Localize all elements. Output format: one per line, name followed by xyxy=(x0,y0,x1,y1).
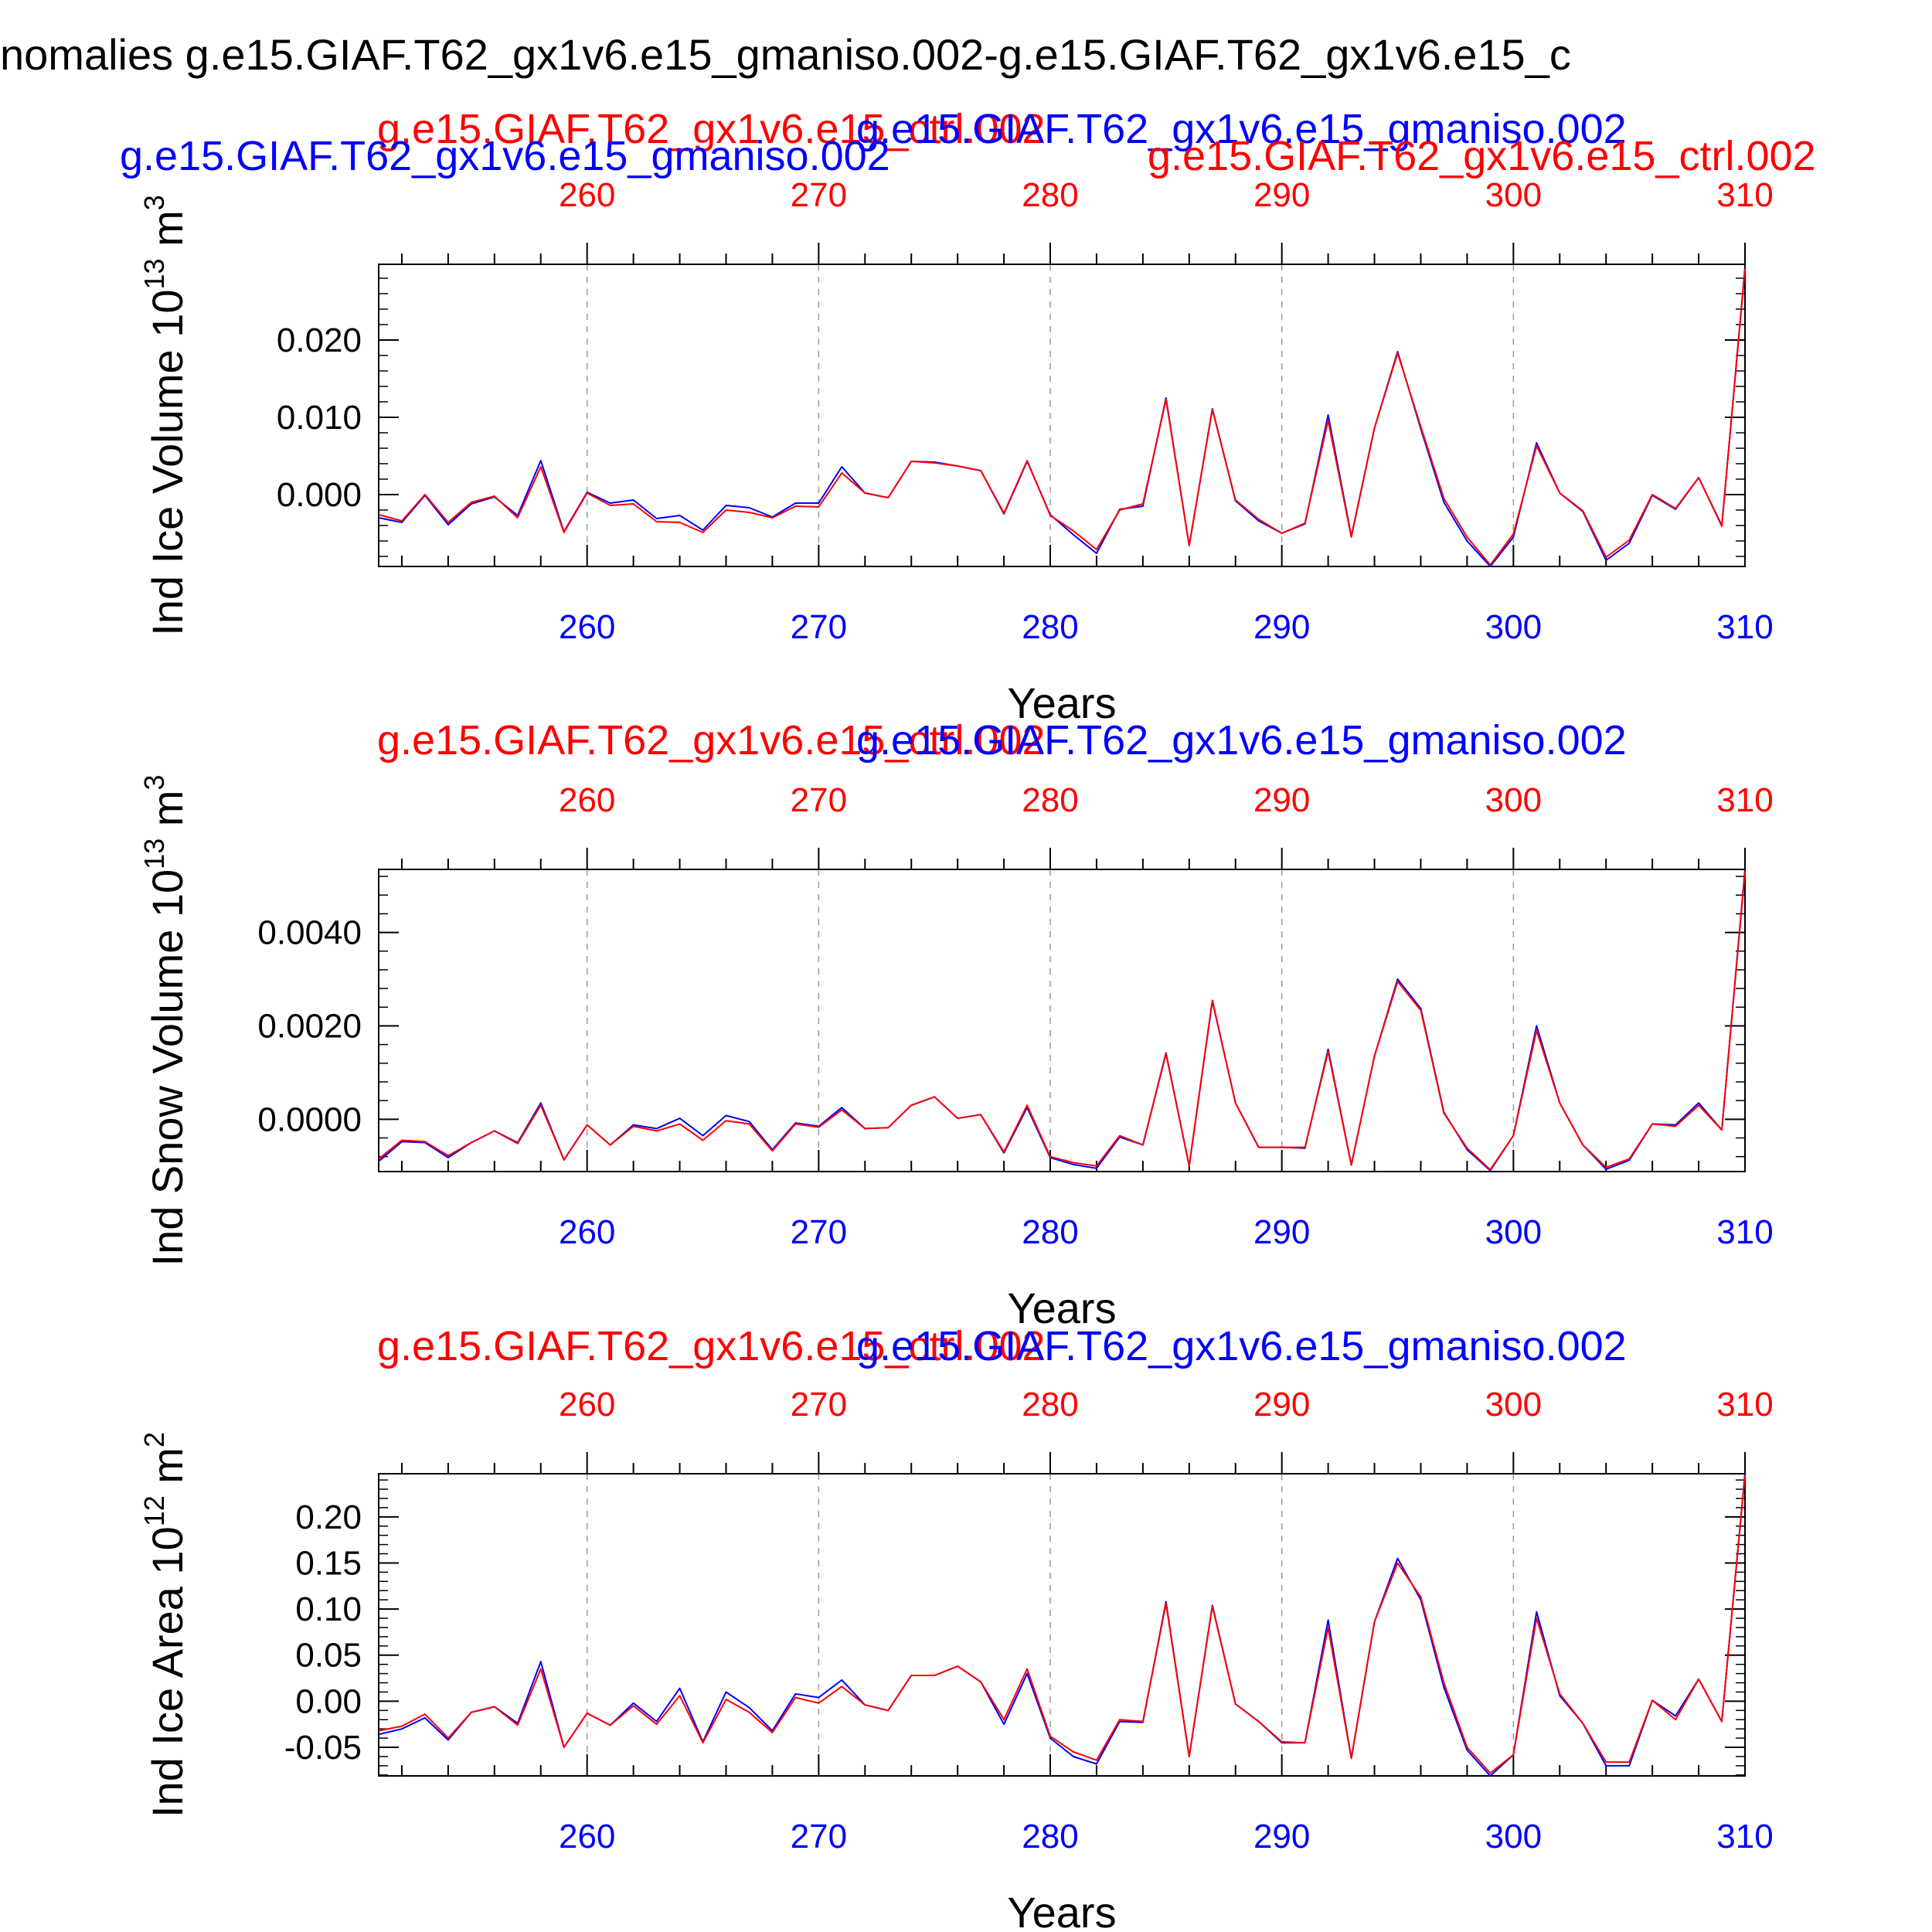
series-line-ctrl xyxy=(378,871,1746,1171)
top-label-gmaniso-left: g.e15.GIAF.T62_gx1v6.e15_gmaniso.002 xyxy=(120,133,890,179)
top-label-ctrl-right: g.e15.GIAF.T62_gx1v6.e15_ctrl.002 xyxy=(1148,133,1816,179)
x-tick-label-top: 280 xyxy=(1022,176,1078,214)
panel-3: g.e15.GIAF.T62_gx1v6.e15_ctrl.002g.e15.G… xyxy=(138,1323,1774,1932)
y-tick-label: 0.20 xyxy=(295,1498,362,1536)
x-tick-label-bottom: 280 xyxy=(1022,608,1078,646)
y-tick-label: 0.010 xyxy=(277,399,362,437)
x-tick-label-top: 290 xyxy=(1253,1386,1310,1423)
y-tick-label: 0.0040 xyxy=(257,914,362,952)
x-axis-title: Years xyxy=(1007,1284,1116,1332)
x-tick-label-bottom: 260 xyxy=(559,1213,615,1251)
y-tick-label: 0.15 xyxy=(295,1544,362,1582)
y-axis-title: Ind Snow Volume 1013 m3 xyxy=(138,775,192,1267)
plot-frame xyxy=(378,869,1746,1172)
x-axis-title: Years xyxy=(1007,1888,1116,1932)
x-tick-label-bottom: 310 xyxy=(1716,608,1773,646)
x-tick-label-bottom: 280 xyxy=(1022,1213,1078,1251)
x-tick-label-top: 260 xyxy=(559,781,615,819)
x-tick-label-bottom: 290 xyxy=(1253,1213,1310,1251)
series-line-ctrl xyxy=(378,1475,1746,1774)
x-tick-label-top: 300 xyxy=(1485,781,1542,819)
x-tick-label-top: 270 xyxy=(791,176,847,214)
x-tick-label-bottom: 300 xyxy=(1485,1818,1542,1855)
x-axis-title: Years xyxy=(1007,679,1116,727)
series-line-ctrl xyxy=(378,268,1746,566)
y-tick-label: -0.05 xyxy=(284,1729,362,1767)
x-tick-label-top: 260 xyxy=(559,176,615,214)
x-tick-label-top: 280 xyxy=(1022,1386,1078,1423)
x-tick-label-bottom: 290 xyxy=(1253,1818,1310,1855)
x-tick-label-top: 300 xyxy=(1485,176,1542,214)
panel-label-gmaniso: g.e15.GIAF.T62_gx1v6.e15_gmaniso.002 xyxy=(856,1323,1627,1369)
x-tick-label-bottom: 270 xyxy=(791,1213,847,1251)
series-line-gmaniso xyxy=(378,869,1746,1172)
x-tick-label-bottom: 270 xyxy=(791,1818,847,1855)
y-tick-label: 0.0000 xyxy=(257,1100,362,1138)
x-tick-label-top: 290 xyxy=(1253,176,1310,214)
x-tick-label-bottom: 310 xyxy=(1716,1818,1773,1855)
panels: 0.000 0.010 0.020 260 260 270 270 280 280 290 290 3… xyxy=(138,176,1774,1932)
top-label-ctrl-left: g.e15.GIAF.T62_gx1v6.e15_ctrl.002 xyxy=(377,106,1046,152)
x-tick-label-top: 280 xyxy=(1022,781,1078,819)
y-axis-title: Ind Ice Area 1012 m2 xyxy=(138,1432,192,1818)
x-tick-label-top: 310 xyxy=(1716,1386,1773,1423)
x-tick-label-bottom: 260 xyxy=(559,1818,615,1855)
y-tick-label: 0.0020 xyxy=(257,1007,362,1045)
panel-1: 0.000 0.010 0.020 260 260 270 270 280 280 290 290 3… xyxy=(138,176,1774,727)
top-label-gmaniso-right: g.e15.GIAF.T62_gx1v6.e15_gmaniso.002 xyxy=(856,106,1627,152)
x-tick-label-top: 270 xyxy=(791,1386,847,1423)
x-tick-label-bottom: 310 xyxy=(1716,1213,1773,1251)
panel-label-gmaniso: g.e15.GIAF.T62_gx1v6.e15_gmaniso.002 xyxy=(856,717,1627,764)
x-tick-label-top: 300 xyxy=(1485,1386,1542,1423)
main-title: nomalies g.e15.GIAF.T62_gx1v6.e15_gmanis… xyxy=(0,30,1571,79)
y-tick-label: 0.000 xyxy=(277,476,362,514)
x-tick-label-top: 310 xyxy=(1716,176,1773,214)
x-tick-label-top: 310 xyxy=(1716,781,1773,819)
y-tick-label: 0.020 xyxy=(277,321,362,359)
y-tick-label: 0.05 xyxy=(295,1637,362,1675)
x-tick-label-bottom: 280 xyxy=(1022,1818,1078,1855)
y-tick-label: 0.10 xyxy=(295,1590,362,1628)
x-tick-label-bottom: 300 xyxy=(1485,1213,1542,1251)
x-tick-label-bottom: 300 xyxy=(1485,608,1542,646)
x-tick-label-top: 270 xyxy=(791,781,847,819)
x-tick-label-top: 260 xyxy=(559,1386,615,1423)
x-tick-label-bottom: 290 xyxy=(1253,608,1310,646)
x-tick-label-bottom: 270 xyxy=(791,608,847,646)
y-axis-title: Ind Ice Volume 1013 m3 xyxy=(138,195,192,636)
plot-frame xyxy=(378,1473,1746,1777)
x-tick-label-bottom: 260 xyxy=(559,608,615,646)
panel-2: g.e15.GIAF.T62_gx1v6.e15_ctrl.002g.e15.G… xyxy=(138,717,1774,1332)
x-tick-label-top: 290 xyxy=(1253,781,1310,819)
y-tick-label: 0.00 xyxy=(295,1682,362,1720)
series-line-gmaniso xyxy=(378,267,1746,567)
plot-frame xyxy=(378,264,1746,567)
panel-label-ctrl: g.e15.GIAF.T62_gx1v6.e15_ctrl.002 xyxy=(377,1323,1046,1369)
panel-label-ctrl: g.e15.GIAF.T62_gx1v6.e15_ctrl.002 xyxy=(377,717,1046,764)
series-line-gmaniso xyxy=(378,1473,1746,1777)
